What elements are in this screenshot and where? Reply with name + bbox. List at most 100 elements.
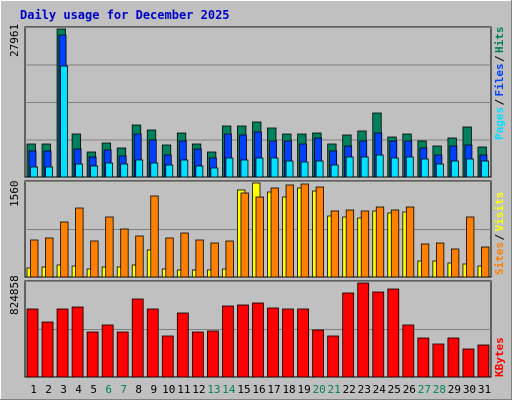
pages-bar-day-8 [135, 159, 144, 178]
x-tick-label-day-21: 21 [328, 383, 341, 396]
x-tick-label-day-2: 2 [45, 383, 52, 396]
x-tick-label-day-6: 6 [105, 383, 112, 396]
x-tick-label-day-29: 29 [448, 383, 461, 396]
sites-bar-day-14 [225, 240, 234, 278]
legend-separator: / [493, 234, 506, 241]
kbytes-bar-day-28 [432, 343, 445, 378]
pages-bar-day-26 [405, 156, 414, 178]
sites-bar-day-12 [195, 239, 204, 278]
x-tick-label-day-17: 17 [267, 383, 280, 396]
pages-bar-day-5 [90, 165, 99, 178]
pages-bar-day-31 [481, 160, 489, 178]
sites-bar-day-16 [255, 196, 264, 278]
sites-bar-day-19 [300, 183, 309, 278]
pages-bar-day-16 [255, 157, 264, 178]
x-tick-label-day-31: 31 [478, 383, 491, 396]
pages-bar-day-1 [30, 166, 38, 178]
kbytes-bar-day-13 [206, 330, 219, 378]
kbytes-bar-day-5 [86, 331, 99, 378]
x-tick-label-day-16: 16 [252, 383, 265, 396]
kbytes-bar-day-4 [71, 306, 84, 378]
sites-bar-day-11 [180, 232, 189, 278]
kbytes-bar-day-10 [161, 335, 174, 378]
sites-bar-day-25 [390, 209, 400, 278]
x-tick-label-day-10: 10 [162, 383, 175, 396]
pages-bar-day-9 [150, 162, 159, 178]
kbytes-bar-day-23 [357, 282, 370, 378]
kbytes-bar-day-8 [131, 298, 144, 378]
x-tick-label-day-24: 24 [373, 383, 387, 396]
sites-bar-day-27 [420, 243, 430, 278]
sites-bar-day-6 [105, 216, 114, 278]
pages-bar-day-14 [225, 157, 234, 178]
x-tick-label-day-7: 7 [120, 383, 127, 396]
kbytes-bar-day-12 [191, 331, 204, 378]
sites-bar-day-17 [270, 187, 279, 278]
pages-bar-day-19 [300, 161, 309, 178]
kbytes-bar-day-30 [462, 348, 475, 378]
sites-bar-day-3 [60, 221, 69, 278]
x-tick-label-day-14: 14 [222, 383, 236, 396]
kbytes-bar-day-29 [447, 337, 460, 378]
sites-bar-day-28 [435, 242, 445, 278]
kbytes-bar-day-9 [146, 308, 159, 378]
pages-bar-day-11 [180, 159, 189, 178]
legend-visits: Visits [493, 192, 506, 232]
sites-bar-day-9 [150, 195, 159, 278]
kbytes-bar-day-24 [372, 291, 385, 378]
kbytes-bar-day-1 [26, 308, 39, 378]
kbytes-bar-day-27 [417, 337, 430, 378]
x-tick-label-day-25: 25 [388, 383, 401, 396]
kbytes-bar-day-3 [56, 308, 69, 378]
sites-bar-day-31 [481, 246, 490, 278]
pages-bar-day-27 [420, 158, 429, 178]
sites-bar-day-18 [285, 184, 294, 278]
x-tick-label-day-9: 9 [150, 383, 157, 396]
x-tick-label-day-18: 18 [282, 383, 295, 396]
pages-bar-day-10 [165, 164, 174, 178]
kbytes-bar-day-31 [477, 344, 490, 378]
x-tick-label-day-11: 11 [177, 383, 190, 396]
pages-bar-day-2 [45, 166, 53, 178]
legend-files: Files [493, 63, 506, 96]
chart-title: Daily usage for December 2025 [20, 8, 230, 22]
kbytes-bar-day-6 [101, 324, 114, 378]
sites-bar-day-30 [466, 216, 475, 278]
y-max-label-visits-sites: 1560 [8, 181, 21, 208]
pages-bar-day-6 [105, 162, 114, 178]
sites-bar-day-13 [210, 242, 219, 278]
legend-pages: Pages [493, 107, 506, 140]
kbytes-bar-day-21 [327, 335, 340, 378]
pages-bar-day-3 [60, 65, 68, 178]
x-tick-label-day-26: 26 [403, 383, 416, 396]
sites-bar-day-7 [120, 228, 129, 278]
x-tick-label-day-4: 4 [75, 383, 82, 396]
kbytes-bar-day-25 [387, 288, 400, 378]
pages-bar-day-24 [375, 154, 384, 178]
kbytes-bar-day-15 [237, 304, 249, 378]
x-tick-label-day-20: 20 [313, 383, 326, 396]
kbytes-bar-day-17 [267, 307, 279, 378]
kbytes-bar-day-16 [252, 302, 264, 378]
kbytes-bar-day-11 [176, 312, 189, 378]
legend-hits: Hits [493, 27, 506, 54]
legend-separator: / [493, 99, 506, 106]
y-max-label-hits-files-pages: 27961 [8, 24, 21, 57]
sites-bar-day-8 [135, 235, 144, 278]
kbytes-bar-day-22 [342, 292, 355, 378]
pages-bar-day-13 [210, 167, 219, 178]
pages-bar-day-17 [270, 157, 279, 178]
legend-kbytes: KBytes [493, 337, 506, 377]
pages-bar-day-28 [435, 163, 444, 178]
sites-bar-day-2 [45, 237, 54, 278]
kbytes-bar-day-19 [297, 308, 309, 378]
pages-bar-day-23 [360, 156, 369, 178]
sites-bar-day-23 [360, 210, 370, 278]
pages-bar-day-30 [466, 158, 474, 178]
x-tick-label-day-3: 3 [60, 383, 67, 396]
legend-separator: / [493, 55, 506, 62]
x-tick-label-day-28: 28 [433, 383, 446, 396]
pages-bar-day-22 [345, 156, 354, 178]
